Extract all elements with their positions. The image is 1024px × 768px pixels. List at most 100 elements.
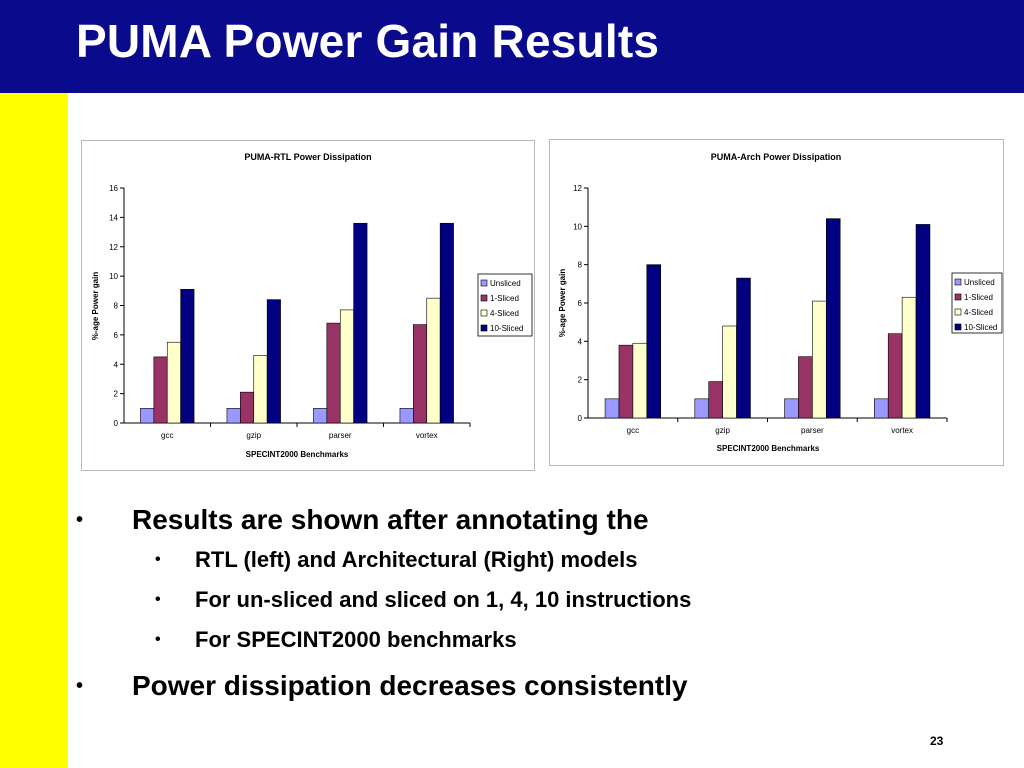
bar-1-sliced <box>708 381 723 419</box>
legend-swatch <box>954 323 962 331</box>
sub-bullet-text: RTL (left) and Architectural (Right) mod… <box>195 547 638 572</box>
bar-4-sliced <box>166 341 181 424</box>
y-tick-label: 4 <box>578 337 583 346</box>
bar-1-sliced <box>887 333 903 419</box>
sub-bullet-item: • RTL (left) and Architectural (Right) m… <box>76 540 976 580</box>
x-tick-label: parser <box>801 426 824 435</box>
x-tick-label: vortex <box>416 431 438 440</box>
x-tick-label: gzip <box>246 431 261 440</box>
y-tick-label: 0 <box>578 414 583 423</box>
x-tick-label: vortex <box>891 426 913 435</box>
bullet-marker: • <box>76 509 84 531</box>
y-tick-label: 2 <box>578 376 583 385</box>
sub-bullet-item: • For un-sliced and sliced on 1, 4, 10 i… <box>76 580 976 620</box>
rtl-chart: PUMA-RTL Power Dissipation 0 2 4 6 8 10 12 14 16 g… <box>81 140 535 471</box>
page-number: 23 <box>930 734 944 748</box>
side-accent-bar <box>0 93 68 768</box>
legend-swatch <box>480 294 488 302</box>
bullet-item: • Power dissipation decreases consistent… <box>76 666 976 706</box>
legend-label: 4-Sliced <box>490 309 519 318</box>
bar-1-sliced <box>798 356 813 419</box>
bullet-item: • Results are shown after annotating the <box>76 500 976 540</box>
y-tick-label: 8 <box>578 261 583 270</box>
legend-swatch <box>954 293 962 301</box>
bar-10-sliced <box>353 222 368 424</box>
bar-unsliced <box>784 398 799 419</box>
bar-unsliced <box>874 398 889 419</box>
legend-label: Unsliced <box>964 278 995 287</box>
legend-swatch <box>954 308 962 316</box>
bar-10-sliced <box>439 222 454 424</box>
y-tick-label: 16 <box>109 184 118 193</box>
sub-bullet-item: • For SPECINT2000 benchmarks <box>76 620 976 660</box>
bar-1-sliced <box>326 322 341 424</box>
legend-swatch <box>954 278 962 286</box>
chart-title: PUMA-Arch Power Dissipation <box>711 152 842 162</box>
bullet-marker: • <box>155 551 161 568</box>
bullet-marker: • <box>155 591 161 608</box>
x-tick-label: parser <box>329 431 352 440</box>
y-axis-label: %-age Power gain <box>558 269 567 338</box>
legend-label: 4-Sliced <box>964 308 993 317</box>
x-tick-label: gzip <box>715 426 730 435</box>
bar-1-sliced <box>618 344 634 419</box>
bullet-marker: • <box>76 675 84 697</box>
y-axis-label: %-age Power gain <box>91 272 100 341</box>
sub-bullet-text: For un-sliced and sliced on 1, 4, 10 ins… <box>195 587 692 612</box>
x-axis-label: SPECINT2000 Benchmarks <box>246 450 349 459</box>
x-tick-label: gcc <box>627 426 639 435</box>
bar-4-sliced <box>339 309 354 424</box>
bar-unsliced <box>140 408 155 424</box>
x-axis-label: SPECINT2000 Benchmarks <box>717 444 820 453</box>
y-tick-label: 2 <box>114 390 119 399</box>
bar-unsliced <box>604 398 620 419</box>
legend-swatch <box>480 309 488 317</box>
legend-label: 10-Sliced <box>490 324 523 333</box>
y-tick-label: 6 <box>114 331 119 340</box>
chart-title: PUMA-RTL Power Dissipation <box>244 152 371 162</box>
bar-10-sliced <box>180 289 195 424</box>
y-tick-label: 0 <box>114 419 119 428</box>
x-tick-label: gcc <box>161 431 173 440</box>
slide-title: PUMA Power Gain Results <box>76 15 660 67</box>
y-tick-label: 8 <box>114 302 119 311</box>
bar-4-sliced <box>722 325 737 419</box>
bar-10-sliced <box>915 224 931 419</box>
legend-label: 1-Sliced <box>490 294 519 303</box>
bar-unsliced <box>399 408 414 424</box>
y-tick-label: 12 <box>573 184 582 193</box>
legend-swatch <box>480 279 488 287</box>
title-bar: PUMA Power Gain Results <box>0 0 1024 93</box>
rtl-chart-svg: PUMA-RTL Power Dissipation 0 2 4 6 8 10 12 14 16 g… <box>91 152 533 459</box>
y-tick-label: 10 <box>573 222 582 231</box>
bar-4-sliced <box>901 296 917 419</box>
bar-1-sliced <box>413 324 428 424</box>
bar-10-sliced <box>825 218 841 419</box>
bar-10-sliced <box>266 299 281 424</box>
y-tick-label: 12 <box>109 243 118 252</box>
arch-chart: PUMA-Arch Power Dissipation 0 2 4 6 8 10 12 gcc g… <box>549 139 1004 466</box>
bar-10-sliced <box>736 277 751 419</box>
bar-10-sliced <box>646 264 661 419</box>
bar-unsliced <box>694 398 710 419</box>
bar-unsliced <box>226 408 241 424</box>
bar-4-sliced <box>632 342 648 419</box>
legend-swatch <box>480 324 488 332</box>
bar-4-sliced <box>812 300 827 419</box>
sub-bullet-text: For SPECINT2000 benchmarks <box>195 627 517 652</box>
legend-label: 1-Sliced <box>964 293 993 302</box>
y-tick-label: 6 <box>578 299 583 308</box>
bullet-text: Power dissipation decreases consistently <box>132 670 688 701</box>
bar-1-sliced <box>153 356 168 424</box>
bullet-text: Results are shown after annotating the <box>132 504 649 535</box>
bar-1-sliced <box>240 391 255 424</box>
legend-label: 10-Sliced <box>964 323 997 332</box>
y-tick-label: 4 <box>114 360 119 369</box>
bar-4-sliced <box>426 297 441 424</box>
bullet-marker: • <box>155 631 161 648</box>
bar-unsliced <box>313 408 328 424</box>
y-tick-label: 10 <box>109 272 118 281</box>
legend-label: Unsliced <box>490 279 521 288</box>
bar-4-sliced <box>253 355 268 424</box>
arch-chart-svg: PUMA-Arch Power Dissipation 0 2 4 6 8 10 12 gcc g… <box>558 152 1003 453</box>
